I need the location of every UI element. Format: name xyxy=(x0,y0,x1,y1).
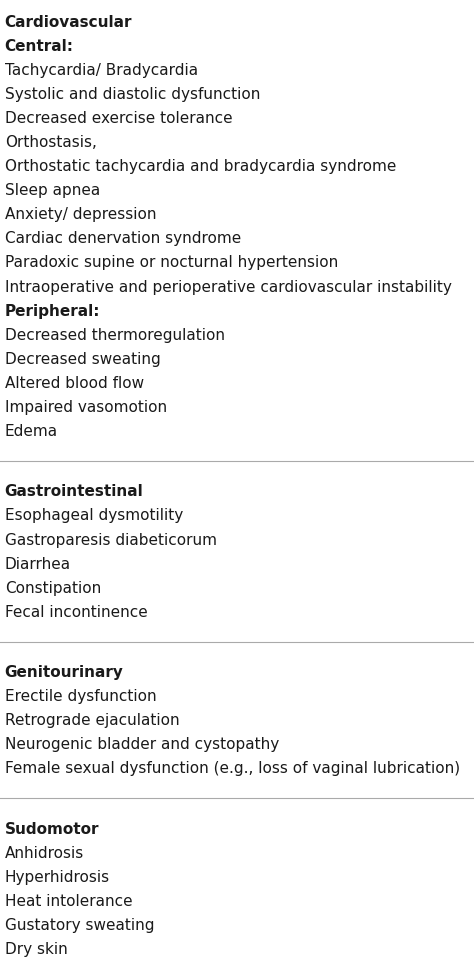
Text: Decreased thermoregulation: Decreased thermoregulation xyxy=(5,328,225,343)
Text: Decreased sweating: Decreased sweating xyxy=(5,352,161,367)
Text: Central:: Central: xyxy=(5,39,74,53)
Text: Hyperhidrosis: Hyperhidrosis xyxy=(5,870,110,885)
Text: Gastroparesis diabeticorum: Gastroparesis diabeticorum xyxy=(5,532,217,548)
Text: Neurogenic bladder and cystopathy: Neurogenic bladder and cystopathy xyxy=(5,737,279,753)
Text: Orthostatic tachycardia and bradycardia syndrome: Orthostatic tachycardia and bradycardia … xyxy=(5,159,396,174)
Text: Intraoperative and perioperative cardiovascular instability: Intraoperative and perioperative cardiov… xyxy=(5,280,452,294)
Text: Heat intolerance: Heat intolerance xyxy=(5,894,132,909)
Text: Esophageal dysmotility: Esophageal dysmotility xyxy=(5,509,183,523)
Text: Altered blood flow: Altered blood flow xyxy=(5,376,144,391)
Text: Edema: Edema xyxy=(5,424,58,439)
Text: Dry skin: Dry skin xyxy=(5,942,67,957)
Text: Systolic and diastolic dysfunction: Systolic and diastolic dysfunction xyxy=(5,86,260,102)
Text: Anhidrosis: Anhidrosis xyxy=(5,846,84,860)
Text: Retrograde ejaculation: Retrograde ejaculation xyxy=(5,713,179,728)
Text: Female sexual dysfunction (e.g., loss of vaginal lubrication): Female sexual dysfunction (e.g., loss of… xyxy=(5,761,460,777)
Text: Anxiety/ depression: Anxiety/ depression xyxy=(5,207,156,222)
Text: Gustatory sweating: Gustatory sweating xyxy=(5,918,154,933)
Text: Peripheral:: Peripheral: xyxy=(5,304,100,318)
Text: Impaired vasomotion: Impaired vasomotion xyxy=(5,400,167,415)
Text: Decreased exercise tolerance: Decreased exercise tolerance xyxy=(5,111,232,126)
Text: Sudomotor: Sudomotor xyxy=(5,821,99,837)
Text: Orthostasis,: Orthostasis, xyxy=(5,135,97,150)
Text: Tachycardia/ Bradycardia: Tachycardia/ Bradycardia xyxy=(5,63,198,78)
Text: Cardiac denervation syndrome: Cardiac denervation syndrome xyxy=(5,231,241,247)
Text: Diarrhea: Diarrhea xyxy=(5,556,71,572)
Text: Paradoxic supine or nocturnal hypertension: Paradoxic supine or nocturnal hypertensi… xyxy=(5,255,338,271)
Text: Sleep apnea: Sleep apnea xyxy=(5,184,100,198)
Text: Erectile dysfunction: Erectile dysfunction xyxy=(5,689,156,704)
Text: Genitourinary: Genitourinary xyxy=(5,665,124,680)
Text: Cardiovascular: Cardiovascular xyxy=(5,15,132,29)
Text: Gastrointestinal: Gastrointestinal xyxy=(5,485,144,499)
Text: Constipation: Constipation xyxy=(5,581,101,595)
Text: Fecal incontinence: Fecal incontinence xyxy=(5,605,147,619)
